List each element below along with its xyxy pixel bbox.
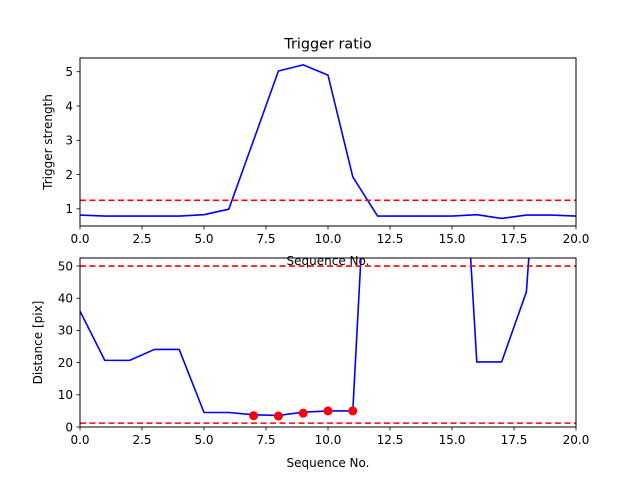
- x-tick-label: 10.0: [315, 433, 342, 447]
- y-tick-label: 3: [65, 134, 73, 148]
- data-point-marker: [323, 406, 333, 416]
- y-tick-label: 0: [65, 420, 73, 434]
- x-tick-label: 15.0: [439, 433, 466, 447]
- x-tick-label: 10.0: [315, 232, 342, 246]
- series-line: [80, 64, 576, 220]
- y-tick-label: 4: [65, 99, 73, 113]
- x-tick-label: 0.0: [70, 433, 89, 447]
- x-axis-label: Sequence No.: [287, 456, 370, 470]
- x-tick-label: 20.0: [563, 232, 590, 246]
- data-point-marker: [298, 408, 308, 418]
- x-tick-label: 5.0: [194, 433, 213, 447]
- y-tick-label: 30: [58, 324, 73, 338]
- data-point-marker: [273, 411, 283, 421]
- y-tick-label: 2: [65, 168, 73, 182]
- x-tick-label: 2.5: [132, 433, 151, 447]
- y-tick-label: 10: [58, 388, 73, 402]
- x-tick-label: 2.5: [132, 232, 151, 246]
- chart-title: Trigger ratio: [283, 37, 372, 53]
- axes-frame: [79, 257, 577, 428]
- y-tick-label: 50: [58, 259, 73, 273]
- x-tick-label: 7.5: [256, 433, 275, 447]
- x-tick-label: 7.5: [256, 232, 275, 246]
- y-tick-label: 20: [58, 356, 73, 370]
- x-tick-label: 5.0: [194, 232, 213, 246]
- x-tick-label: 12.5: [377, 232, 404, 246]
- y-axis-label: Trigger strength: [41, 94, 55, 191]
- data-point-marker: [348, 406, 358, 416]
- data-point-marker: [249, 411, 259, 421]
- x-tick-label: 17.5: [501, 433, 528, 447]
- y-tick-label: 40: [58, 292, 73, 306]
- x-tick-label: 0.0: [70, 232, 89, 246]
- x-tick-label: 12.5: [377, 433, 404, 447]
- x-tick-label: 20.0: [563, 433, 590, 447]
- x-tick-label: 17.5: [501, 232, 528, 246]
- distance-chart: 0.0 2.5 5.0 7.5 10.0 12.5 15.0 17.5 20.0 0 10 20 30…: [31, 257, 590, 470]
- y-tick-label: 1: [65, 202, 73, 216]
- y-tick-label: 5: [65, 65, 73, 79]
- x-tick-label: 15.0: [439, 232, 466, 246]
- y-axis-label: Distance [pix]: [31, 301, 45, 385]
